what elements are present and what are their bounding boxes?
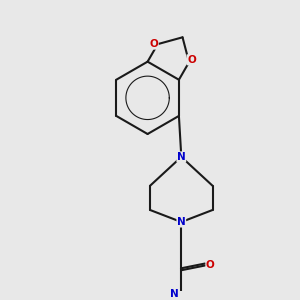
Text: N: N — [170, 289, 179, 299]
Text: O: O — [187, 55, 196, 65]
Text: O: O — [206, 260, 214, 270]
Text: N: N — [177, 152, 186, 162]
Text: O: O — [149, 39, 158, 49]
Text: N: N — [177, 217, 186, 227]
